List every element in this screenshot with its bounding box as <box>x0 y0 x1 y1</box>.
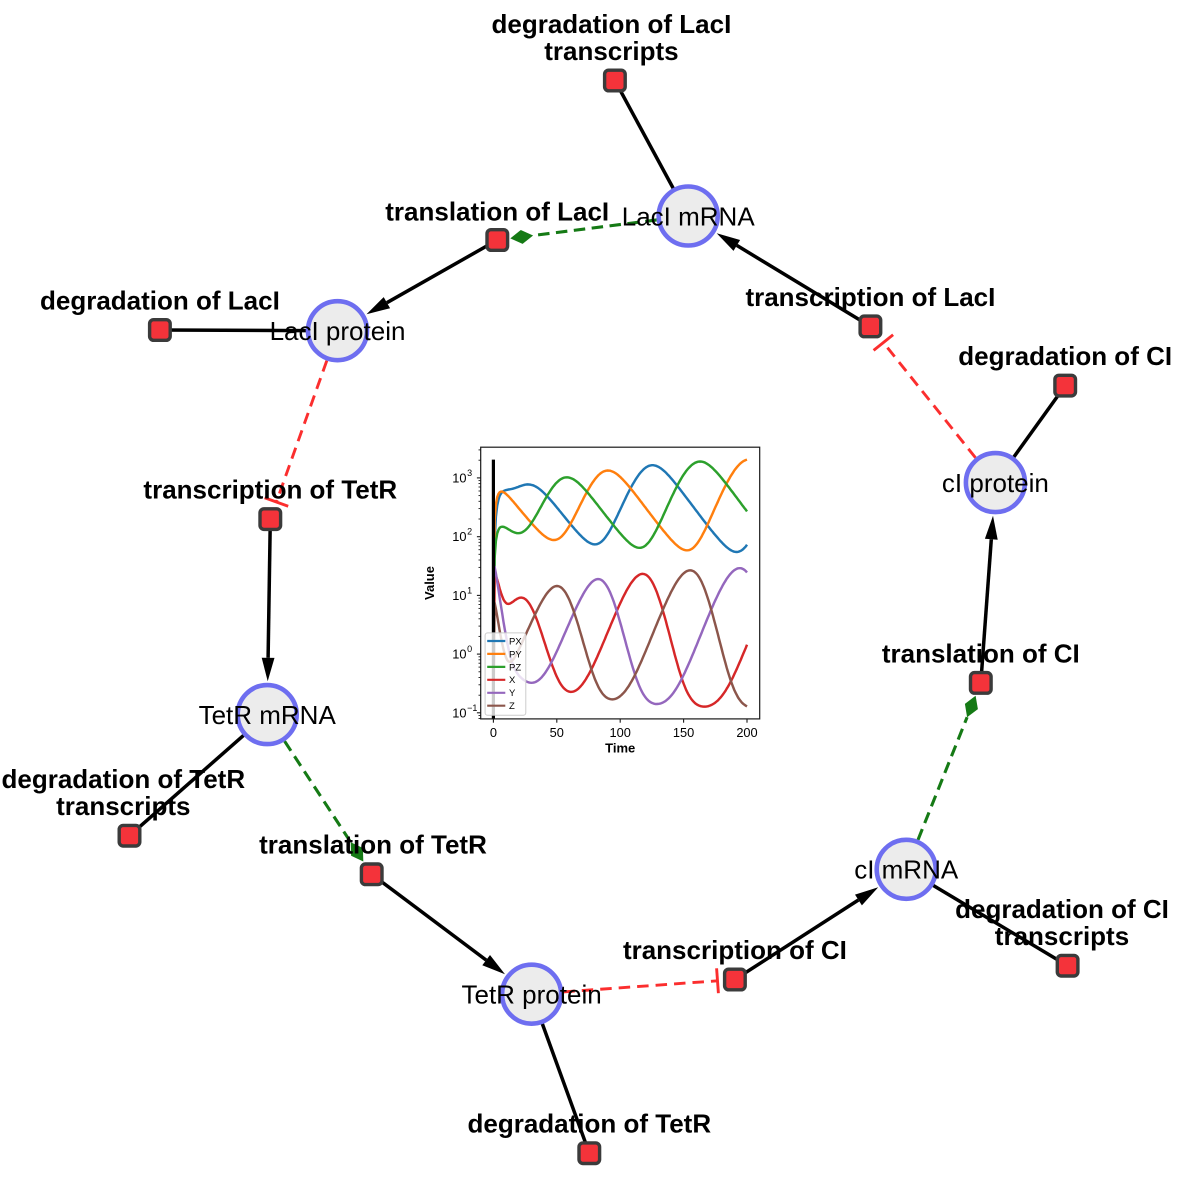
svg-text:TetR protein: TetR protein <box>462 980 602 1010</box>
svg-text:LacI mRNA: LacI mRNA <box>622 201 756 231</box>
svg-text:transcription of CI: transcription of CI <box>623 935 847 965</box>
svg-text:cI mRNA: cI mRNA <box>854 855 959 885</box>
svg-text:transcripts: transcripts <box>995 921 1129 951</box>
svg-text:translation of TetR: translation of TetR <box>259 830 487 860</box>
svg-text:10: 10 <box>452 705 466 720</box>
svg-text:10: 10 <box>452 588 466 603</box>
svg-text:degradation of TetR: degradation of TetR <box>1 764 245 794</box>
svg-text:10: 10 <box>452 647 466 662</box>
svg-text:0: 0 <box>490 725 497 740</box>
svg-text:translation of CI: translation of CI <box>882 638 1080 668</box>
svg-text:transcription of TetR: transcription of TetR <box>143 475 397 505</box>
svg-text:degradation of LacI: degradation of LacI <box>40 285 280 315</box>
svg-text:10: 10 <box>452 470 466 485</box>
svg-text:Value: Value <box>422 566 437 600</box>
svg-text:Time: Time <box>605 740 635 755</box>
svg-text:Y: Y <box>509 688 516 699</box>
svg-text:transcripts: transcripts <box>544 36 678 66</box>
svg-text:Z: Z <box>509 701 515 712</box>
svg-text:1: 1 <box>467 585 472 595</box>
svg-text:degradation of LacI: degradation of LacI <box>491 9 731 39</box>
svg-text:transcription of LacI: transcription of LacI <box>745 282 995 312</box>
svg-text:200: 200 <box>736 725 757 740</box>
svg-text:−1: −1 <box>467 703 477 713</box>
svg-text:transcripts: transcripts <box>56 791 190 821</box>
svg-text:LacI protein: LacI protein <box>270 316 406 346</box>
svg-text:degradation of CI: degradation of CI <box>958 341 1172 371</box>
svg-text:10: 10 <box>452 529 466 544</box>
svg-text:50: 50 <box>550 725 564 740</box>
svg-text:PY: PY <box>509 649 522 660</box>
svg-text:PX: PX <box>509 636 522 647</box>
svg-text:150: 150 <box>673 725 694 740</box>
svg-text:0: 0 <box>467 644 472 654</box>
svg-text:TetR mRNA: TetR mRNA <box>199 700 337 730</box>
svg-text:2: 2 <box>467 527 472 537</box>
svg-text:degradation of CI: degradation of CI <box>955 894 1169 924</box>
svg-text:100: 100 <box>610 725 631 740</box>
svg-text:X: X <box>509 675 516 686</box>
svg-text:PZ: PZ <box>509 662 521 673</box>
svg-text:degradation of TetR: degradation of TetR <box>467 1109 711 1139</box>
svg-text:translation of LacI: translation of LacI <box>385 197 609 227</box>
svg-text:3: 3 <box>467 468 472 478</box>
svg-text:cI protein: cI protein <box>942 468 1049 498</box>
